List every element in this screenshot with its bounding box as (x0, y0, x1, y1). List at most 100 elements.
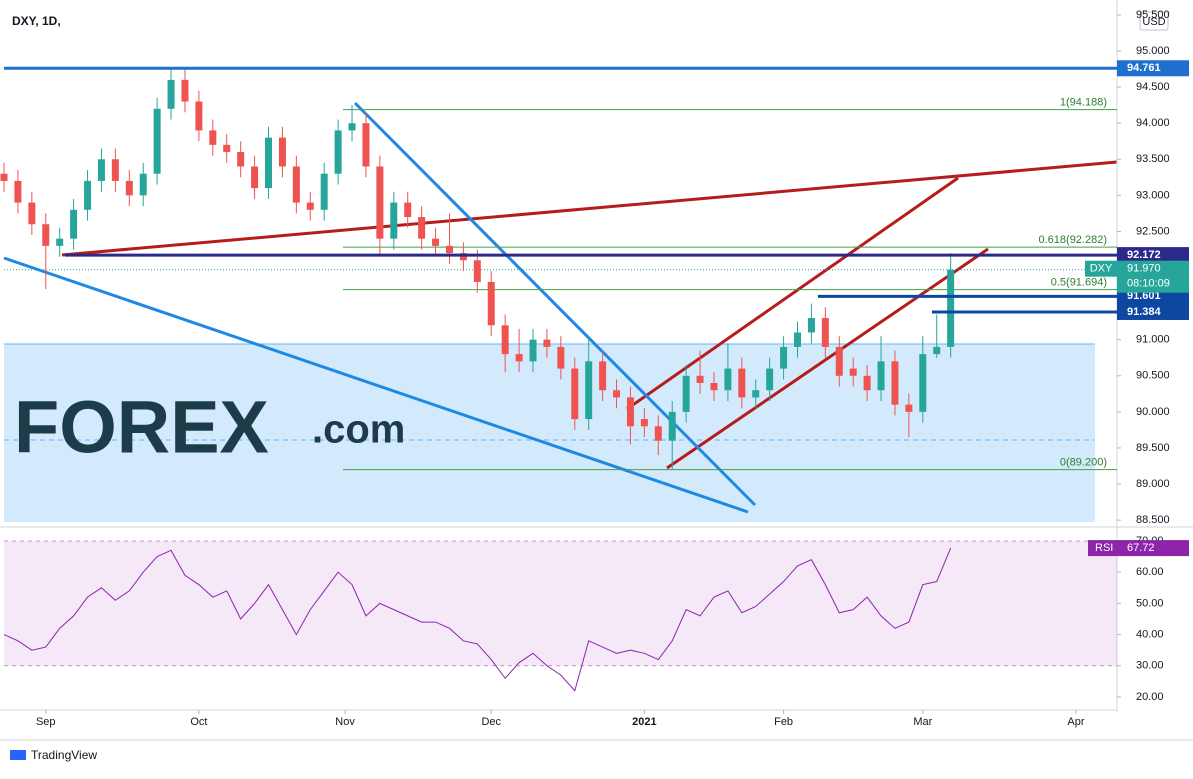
level-badge (1117, 60, 1189, 77)
y-tick-label: 88.500 (1136, 514, 1170, 526)
candle-body (139, 173, 147, 196)
candle-body (306, 202, 314, 210)
x-tick-label: Dec (481, 716, 501, 728)
candle-body (167, 79, 175, 109)
candle-body (682, 375, 690, 412)
candle-body (237, 152, 245, 167)
candle-body (278, 137, 286, 167)
candle-body (501, 325, 509, 355)
candle-body (362, 123, 370, 167)
candle-body (613, 390, 621, 398)
candle-body (376, 166, 384, 239)
candle-body (125, 180, 133, 196)
level-badge-label: 91.384 (1127, 306, 1162, 318)
candle-body (835, 346, 843, 376)
x-tick-label: Feb (774, 716, 793, 728)
trend-line (61, 160, 1118, 257)
candle-body (390, 202, 398, 239)
logo: FOREX .com (14, 386, 405, 469)
last-price-label: 91.970 (1127, 263, 1161, 275)
candle-body (56, 238, 64, 246)
candle-body (70, 209, 78, 239)
candle-body (28, 202, 36, 225)
tv-icon (10, 750, 26, 760)
level-badge-label: 91.601 (1127, 290, 1161, 302)
y-tick-label: 90.500 (1136, 370, 1170, 382)
level-badge-label: 94.761 (1127, 62, 1161, 74)
candle-body (571, 368, 579, 420)
y-tick-label: 94.000 (1136, 117, 1170, 129)
candle-body (209, 130, 217, 145)
y-tick-label: 89.500 (1136, 442, 1170, 454)
last-price-badge (1117, 260, 1189, 293)
symbol-badge-label: DXY (1090, 263, 1113, 275)
candle-body (529, 339, 537, 362)
y-tick-label: 50.00 (1136, 597, 1164, 609)
candle-body (821, 318, 829, 347)
trend-line (353, 101, 757, 507)
candle-body (181, 79, 189, 102)
candle-body (766, 368, 774, 391)
candle-body (752, 390, 760, 398)
rsi-band (4, 540, 1117, 666)
y-tick-label: 93.000 (1136, 189, 1170, 201)
candle-body (265, 137, 273, 189)
level-badge (1117, 303, 1189, 320)
footer-brand: TradingView (31, 748, 97, 762)
countdown-label: 08:10:09 (1127, 278, 1170, 290)
candle-body (585, 361, 593, 420)
candle-body (42, 224, 50, 246)
y-tick-label: 60.00 (1136, 566, 1164, 578)
symbol-label: DXY, 1D, (12, 14, 61, 28)
candle-body (0, 173, 8, 181)
candle-body (599, 361, 607, 391)
y-tick-label: 40.00 (1136, 628, 1164, 640)
candle-body (404, 202, 412, 218)
candle-body (710, 382, 718, 391)
candle-body (432, 238, 440, 246)
y-tick-label: 95.000 (1136, 45, 1170, 57)
candle-body (794, 332, 802, 347)
y-tick-label: 95.500 (1136, 9, 1170, 21)
y-tick-label: 90.000 (1136, 406, 1170, 418)
candle-body (223, 144, 231, 153)
candle-body (905, 404, 913, 412)
tradingview-logo: TradingView (10, 748, 97, 762)
y-tick-label: 30.00 (1136, 660, 1164, 672)
candle-body (418, 217, 426, 239)
candle-body (724, 368, 732, 391)
candle-body (640, 419, 648, 427)
candle-body (849, 368, 857, 376)
fib-label: 1(94.188) (1060, 97, 1107, 109)
candle-body (459, 253, 467, 261)
fib-label: 0(89.200) (1060, 457, 1107, 469)
candle-body (515, 354, 523, 362)
candle-body (626, 397, 634, 427)
candle-body (696, 375, 704, 383)
x-tick-label: Nov (335, 716, 355, 728)
candle-body (334, 130, 342, 174)
y-tick-label: 92.500 (1136, 225, 1170, 237)
currency: USD (1142, 16, 1165, 28)
candle-body (919, 354, 927, 412)
logo-brand: FOREX (14, 386, 269, 469)
candle-body (153, 108, 161, 174)
trend-lines (3, 101, 1118, 514)
y-tick-label: 93.500 (1136, 153, 1170, 165)
trend-line (666, 247, 989, 470)
candle-body (348, 123, 356, 131)
symbol-badge (1085, 260, 1117, 277)
currency-box (1139, 11, 1169, 31)
rsi-line (3, 547, 952, 692)
candle-body (111, 159, 119, 181)
candle-body (863, 375, 871, 391)
candle-body (473, 260, 481, 282)
candle-body (320, 173, 328, 210)
x-tick-label: Oct (190, 716, 207, 728)
candle-body (251, 166, 259, 189)
candle-body (933, 346, 941, 355)
level-badge-label: 92.172 (1127, 249, 1161, 261)
y-tick-label: 89.000 (1136, 478, 1170, 490)
candle-body (14, 180, 22, 203)
